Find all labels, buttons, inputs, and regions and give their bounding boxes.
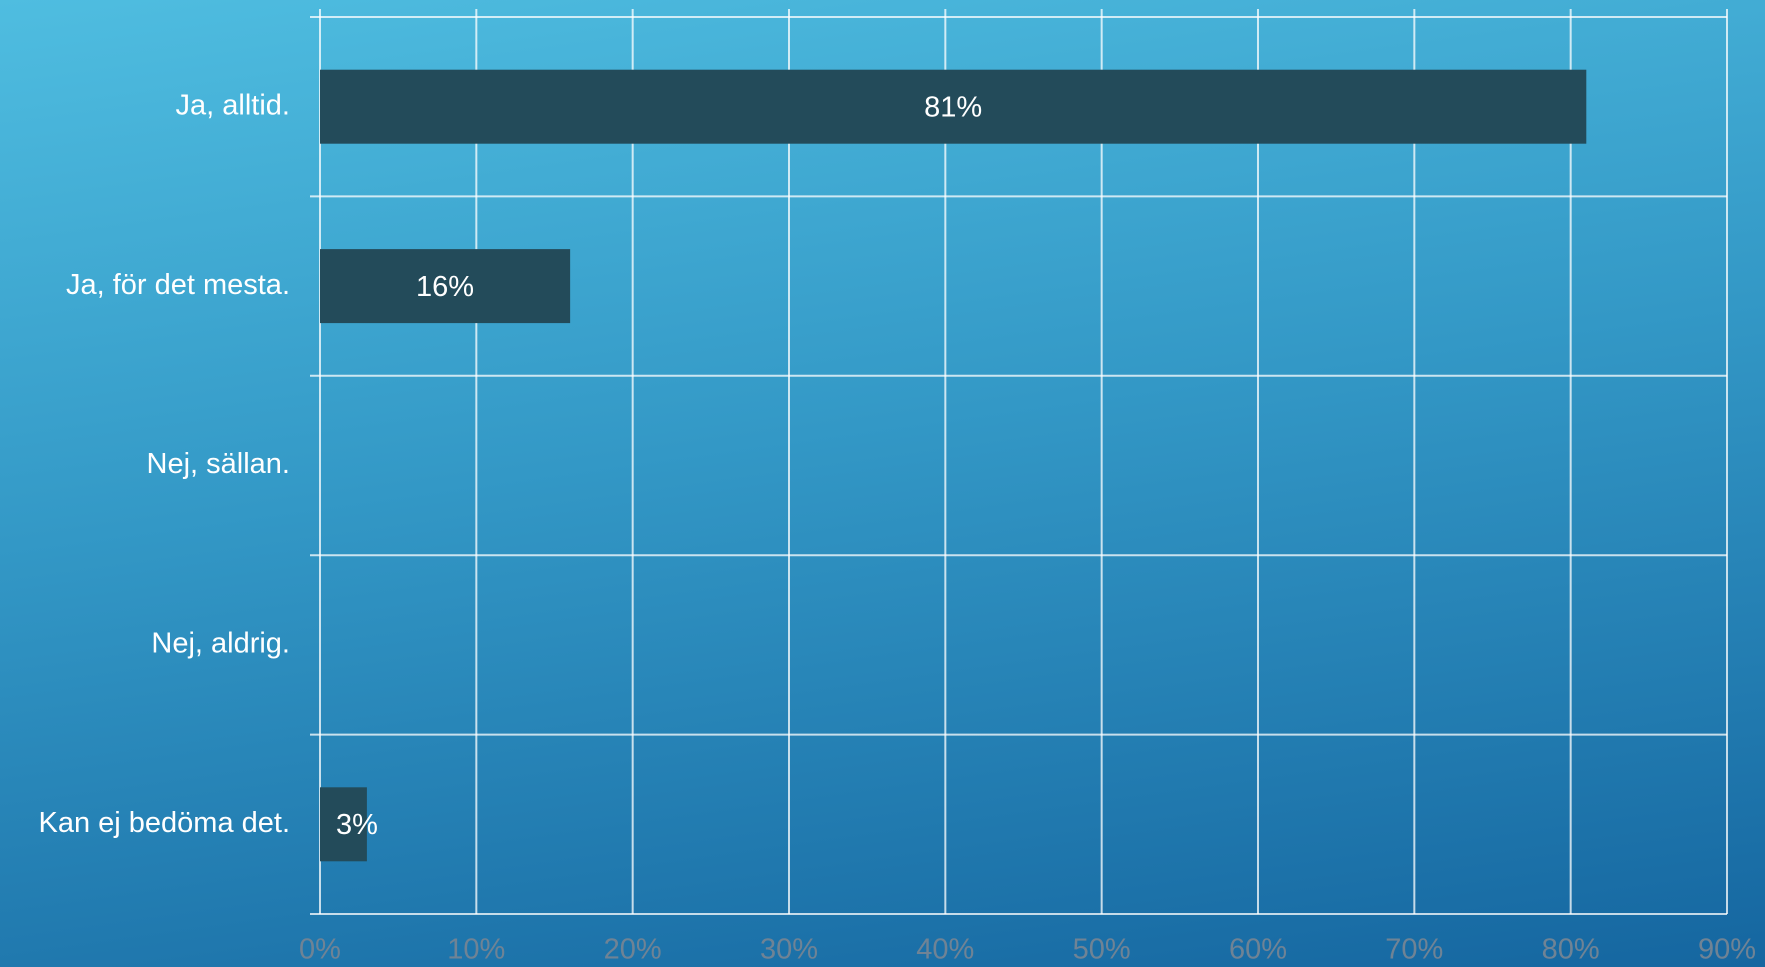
bar	[320, 69, 1587, 144]
y-tick-label: Kan ej bedöma det.	[38, 807, 290, 839]
x-tick-label: 80%	[1542, 934, 1600, 966]
x-tick-label: 30%	[760, 934, 818, 966]
x-tick-label: 90%	[1698, 934, 1756, 966]
value-label: 16%	[416, 271, 474, 303]
y-tick-label: Ja, alltid.	[176, 89, 290, 121]
y-tick-label: Nej, sällan.	[147, 448, 290, 480]
bar	[320, 249, 571, 324]
x-tick-label: 20%	[604, 934, 662, 966]
x-tick-label: 50%	[1073, 934, 1131, 966]
x-tick-label: 60%	[1229, 934, 1287, 966]
bar	[320, 787, 367, 862]
y-tick-label: Ja, för det mesta.	[66, 269, 290, 301]
x-tick-label: 10%	[447, 934, 505, 966]
x-tick-label: 40%	[916, 934, 974, 966]
value-label: 81%	[924, 91, 982, 123]
x-tick-label: 0%	[299, 934, 341, 966]
y-tick-label: Nej, aldrig.	[151, 628, 290, 660]
value-label: 3%	[336, 809, 378, 841]
x-tick-label: 70%	[1385, 934, 1443, 966]
